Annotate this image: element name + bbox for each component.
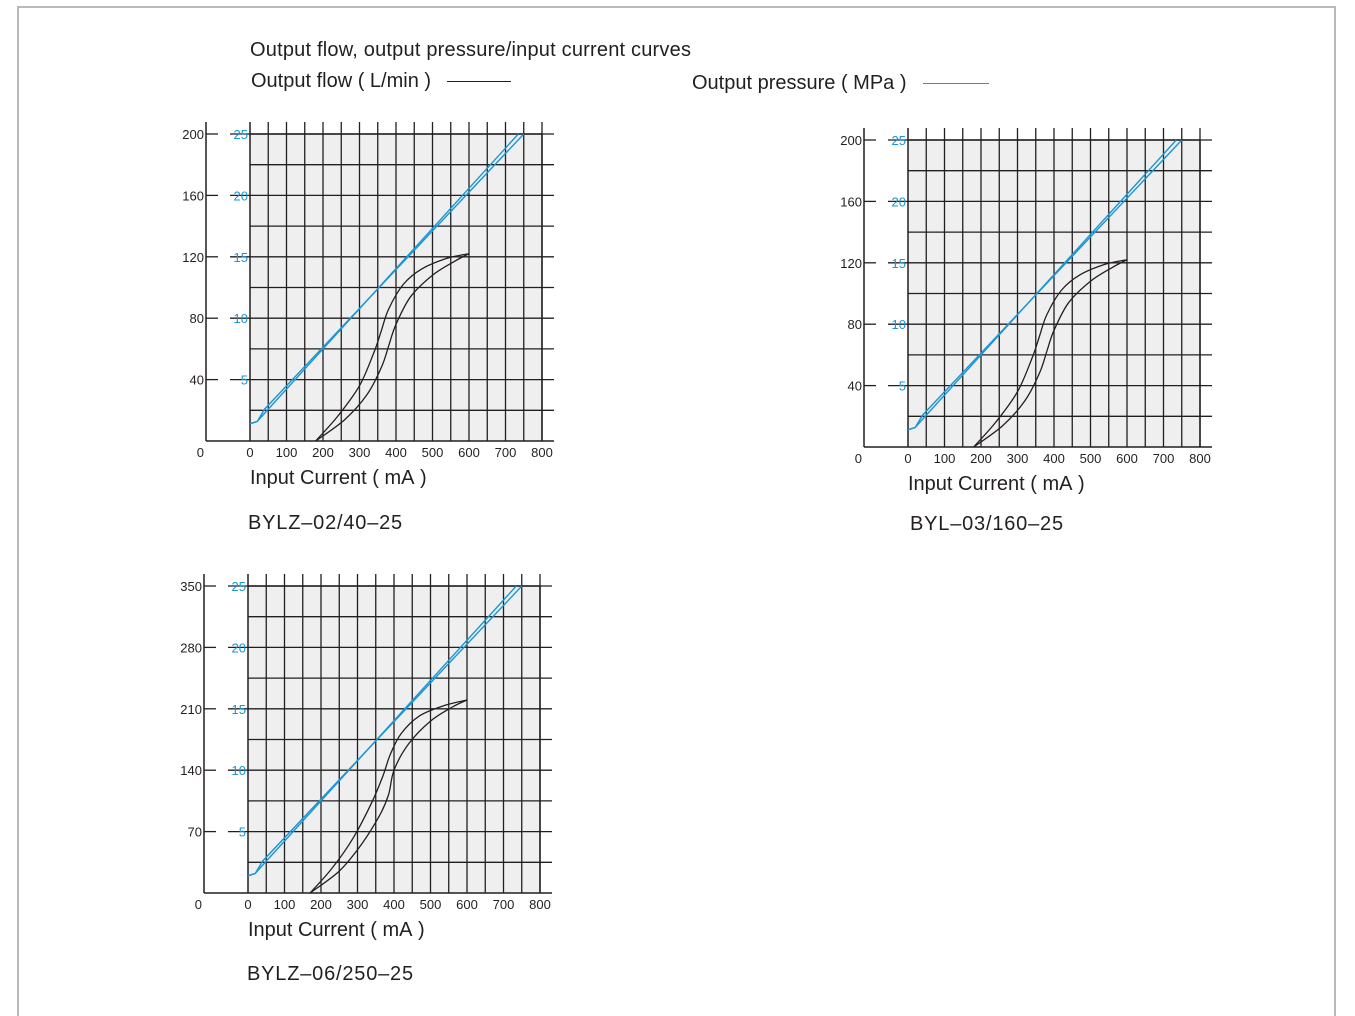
chart-title-bylz-02: BYLZ–02/40–25 (248, 512, 403, 534)
pressure-tick-label: 25 (232, 579, 246, 594)
chart-title-bylz-06: BYLZ–06/250–25 (247, 963, 414, 985)
legend-output-pressure-swatch (922, 83, 989, 84)
x-axis-title: Input Current ( mA ) (250, 467, 427, 489)
flow-tick-label: 210 (180, 702, 202, 717)
x-tick-label: 0 (904, 451, 911, 466)
legend-output-pressure-label: Output pressure ( MPa ) (692, 72, 907, 94)
legend-output-pressure: Output pressure ( MPa ) (692, 72, 989, 95)
x-tick-label: 800 (531, 445, 553, 460)
pressure-tick-label: 5 (899, 379, 906, 394)
origin-label: 0 (195, 897, 202, 912)
x-tick-label: 200 (312, 445, 334, 460)
flow-tick-label: 200 (182, 127, 204, 142)
chart-title-byl-03: BYL–03/160–25 (910, 513, 1064, 535)
x-axis-title: Input Current ( mA ) (248, 919, 425, 941)
x-tick-label: 500 (420, 897, 442, 912)
pressure-tick-label: 10 (234, 311, 248, 326)
chart-byl-03: 40 80 120 160 200 5 10 15 20 25 0 0 100 200 300 400 500 6… (840, 128, 1212, 495)
flow-curve (973, 259, 1128, 448)
x-tick-label: 500 (1080, 451, 1102, 466)
flow-tick-label: 280 (180, 640, 202, 655)
flow-tick-label: 70 (188, 825, 202, 840)
x-tick-label: 0 (246, 445, 253, 460)
pressure-tick-label: 10 (232, 763, 246, 778)
x-tick-label: 600 (458, 445, 480, 460)
flow-tick-label: 80 (848, 317, 862, 332)
x-tick-label: 800 (1189, 451, 1211, 466)
legend-output-flow: Output flow ( L/min ) (251, 70, 512, 93)
pressure-tick-label: 10 (892, 317, 906, 332)
x-tick-label: 700 (493, 897, 515, 912)
origin-label: 0 (197, 445, 204, 460)
x-tick-label: 300 (347, 897, 369, 912)
x-tick-label: 0 (244, 897, 251, 912)
x-tick-label: 200 (970, 451, 992, 466)
pressure-tick-label: 15 (892, 256, 906, 271)
flow-curve (973, 259, 1128, 448)
x-tick-label: 600 (456, 897, 478, 912)
pressure-tick-label: 5 (241, 373, 248, 388)
x-tick-label: 100 (934, 451, 956, 466)
flow-tick-label: 40 (190, 373, 204, 388)
pressure-tick-label: 25 (234, 127, 248, 142)
flow-curve (315, 253, 470, 442)
x-tick-label: 700 (1153, 451, 1175, 466)
flow-tick-label: 160 (182, 188, 204, 203)
chart-bylz-02: 40 80 120 160 200 5 10 15 20 25 0 0 100 200 300 400 500 6… (182, 122, 554, 489)
pressure-curve (249, 133, 519, 425)
legend-output-flow-swatch (447, 81, 512, 82)
pressure-tick-label: 25 (892, 133, 906, 148)
flow-tick-label: 80 (190, 311, 204, 326)
flow-tick-label: 350 (180, 579, 202, 594)
pressure-tick-label: 15 (232, 702, 246, 717)
flow-curve (315, 253, 470, 442)
x-tick-label: 600 (1116, 451, 1138, 466)
x-tick-label: 700 (495, 445, 517, 460)
x-axis-title: Input Current ( mA ) (908, 473, 1085, 495)
x-tick-label: 100 (274, 897, 296, 912)
x-tick-label: 300 (1007, 451, 1029, 466)
chart-bylz-06: 70 140 210 280 350 5 10 15 20 25 0 0 100 200 300 400 500… (180, 574, 552, 941)
x-tick-label: 300 (349, 445, 371, 460)
x-tick-label: 800 (529, 897, 551, 912)
pressure-tick-label: 15 (234, 250, 248, 265)
pressure-tick-label: 5 (239, 825, 246, 840)
flow-tick-label: 40 (848, 379, 862, 394)
x-tick-label: 400 (383, 897, 405, 912)
page-heading: Output flow, output pressure/input curre… (250, 39, 692, 61)
x-tick-label: 200 (310, 897, 332, 912)
flow-curve (309, 699, 468, 894)
pressure-tick-label: 20 (232, 640, 246, 655)
x-tick-label: 500 (422, 445, 444, 460)
page-frame (17, 6, 1336, 1016)
flow-tick-label: 140 (180, 763, 202, 778)
legend-output-flow-label: Output flow ( L/min ) (251, 70, 432, 92)
pressure-tick-label: 20 (892, 194, 906, 209)
flow-tick-label: 120 (840, 256, 862, 271)
pressure-tick-label: 20 (234, 188, 248, 203)
flow-curve (309, 699, 468, 894)
flow-tick-label: 160 (840, 194, 862, 209)
pressure-curve (907, 139, 1177, 431)
x-tick-label: 100 (276, 445, 298, 460)
x-tick-label: 400 (1043, 451, 1065, 466)
flow-tick-label: 120 (182, 250, 204, 265)
x-tick-label: 400 (385, 445, 407, 460)
pressure-curve (247, 585, 517, 877)
flow-tick-label: 200 (840, 133, 862, 148)
origin-label: 0 (855, 451, 862, 466)
